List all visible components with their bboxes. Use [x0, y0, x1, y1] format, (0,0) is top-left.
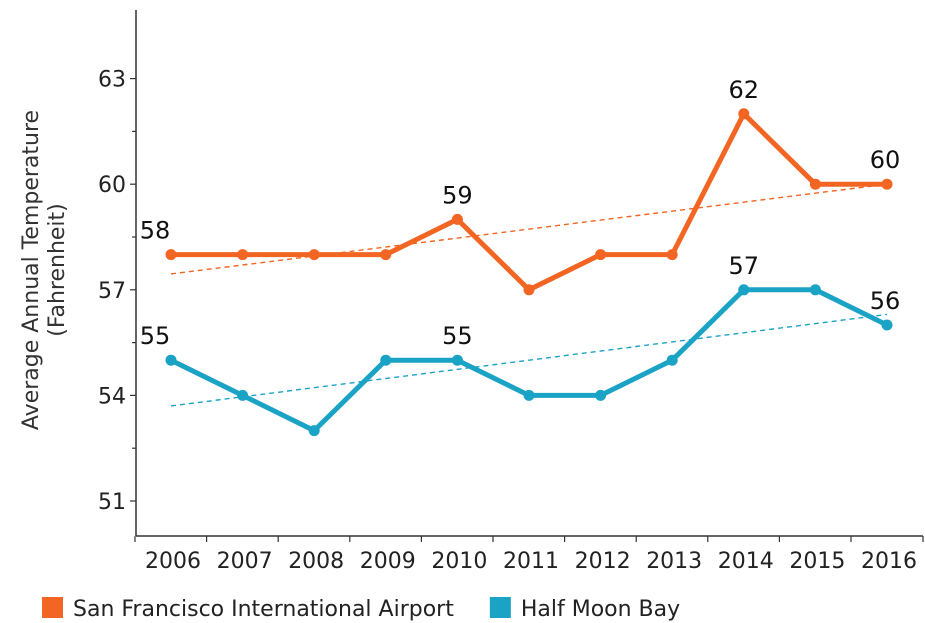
data-point-series-1: [738, 284, 750, 296]
y-axis-title-line1: Average Annual Temperature: [19, 110, 44, 430]
data-point-series-1: [380, 354, 392, 366]
data-point-series-1: [666, 354, 678, 366]
data-label: 58: [140, 217, 171, 245]
y-axis-title: Average Annual Temperature (Fahrenheit): [19, 110, 70, 430]
data-point-series-0: [237, 249, 249, 261]
legend: San Francisco International Airport Half …: [42, 597, 680, 622]
x-tick-label: 2006: [145, 549, 201, 574]
data-point-series-1: [237, 389, 249, 401]
data-point-series-0: [308, 249, 320, 261]
y-axis-title-line2: (Fahrenheit): [45, 203, 70, 336]
data-point-series-1: [595, 389, 607, 401]
data-point-series-0: [595, 249, 607, 261]
y-tick-label: 60: [98, 173, 126, 198]
x-tick-label: 2014: [718, 549, 774, 574]
x-tick-label: 2007: [217, 549, 273, 574]
data-label: 59: [442, 181, 473, 209]
trend-lines: [170, 183, 888, 407]
x-tick-label: 2009: [360, 549, 416, 574]
data-point-series-0: [165, 249, 177, 261]
x-tick-label: 2016: [861, 549, 917, 574]
data-label: 57: [729, 252, 760, 280]
x-tick-label: 2011: [503, 549, 559, 574]
trend-line-series-1: [170, 313, 888, 407]
data-point-series-1: [308, 425, 320, 437]
data-label: 55: [442, 322, 473, 350]
x-tick-label: 2013: [646, 549, 702, 574]
x-tick-label: 2010: [431, 549, 487, 574]
axes: 51 54 57 60 63 2006 2007 2008 2009 2010 2011 2012 20…: [98, 10, 924, 574]
series-line-0: [168, 111, 890, 293]
y-tick-label: 51: [98, 490, 126, 515]
data-label: 56: [870, 287, 901, 315]
y-tick-label: 54: [98, 384, 126, 409]
data-point-series-1: [165, 354, 177, 366]
x-tick-label: 2012: [575, 549, 631, 574]
data-point-series-0: [738, 108, 750, 120]
trend-line-series-0: [170, 183, 888, 275]
data-point-series-1: [451, 354, 463, 366]
legend-swatch-series-0: [42, 597, 63, 618]
data-point-series-1: [523, 389, 535, 401]
y-tick-label: 63: [98, 68, 126, 93]
data-label: 62: [729, 76, 760, 104]
data-point-series-0: [523, 284, 535, 296]
series-lines: [165, 108, 893, 437]
x-tick-label: 2008: [288, 549, 344, 574]
data-point-series-0: [809, 178, 821, 190]
data-point-series-0: [451, 213, 463, 225]
data-labels: 58 59 62 60 55 55 57 56: [140, 76, 901, 350]
data-point-series-1: [881, 319, 893, 331]
y-tick-label: 57: [98, 279, 126, 304]
legend-label-series-0: San Francisco International Airport: [73, 597, 454, 622]
data-point-series-0: [380, 249, 392, 261]
legend-swatch-series-1: [489, 597, 511, 618]
legend-label-series-1: Half Moon Bay: [521, 597, 680, 622]
data-label: 60: [870, 146, 901, 174]
data-point-series-0: [881, 178, 893, 190]
data-point-series-1: [809, 284, 821, 296]
data-label: 55: [140, 322, 171, 350]
x-tick-label: 2015: [789, 549, 845, 574]
data-point-series-0: [666, 249, 678, 261]
